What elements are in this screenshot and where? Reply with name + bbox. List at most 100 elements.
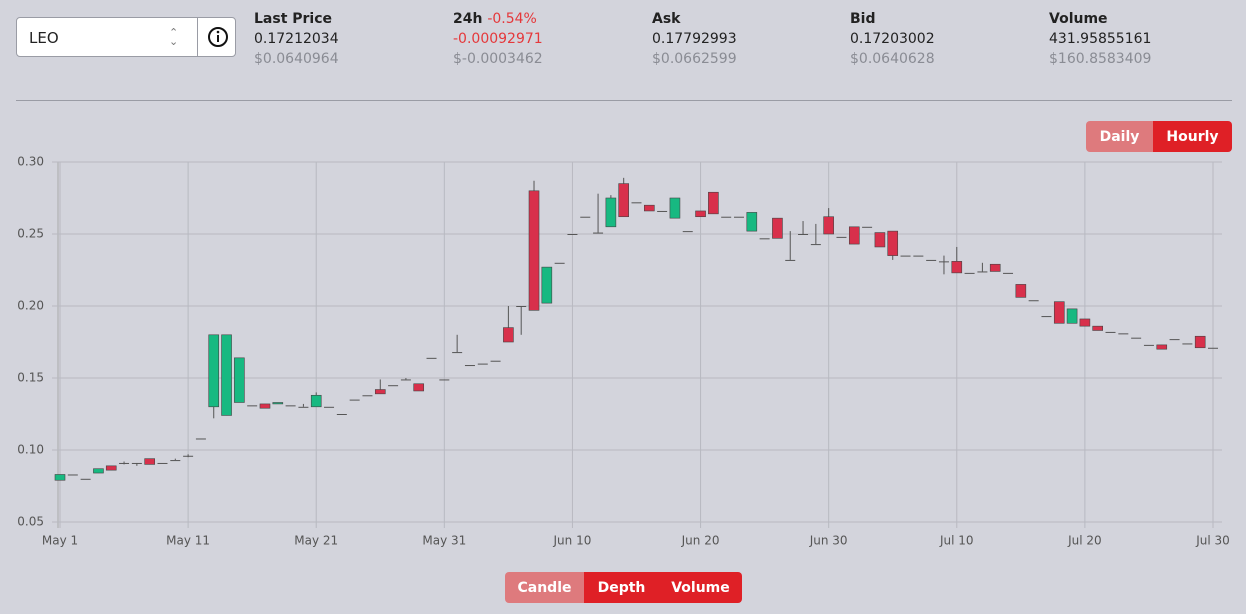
candle-body: [183, 455, 194, 457]
y-tick-label: 0.05: [17, 515, 44, 529]
candle-body: [913, 255, 924, 257]
candle-body: [977, 271, 988, 273]
candle-body: [490, 360, 501, 362]
candle-body: [208, 334, 220, 408]
candle-body: [1182, 343, 1193, 345]
stat: Bid 0.17203002 $0.0640628: [850, 9, 935, 69]
candle-body: [157, 462, 168, 464]
candle-body: [516, 306, 527, 307]
info-icon: [208, 27, 228, 47]
dropdown-arrows: ⌃ ⌄: [169, 26, 179, 48]
candle-body: [669, 197, 681, 219]
candle-body: [1092, 325, 1103, 331]
candle-body: [400, 379, 411, 381]
candle-body: [93, 468, 104, 474]
y-tick-label: 0.30: [17, 155, 44, 169]
candle-body: [951, 261, 963, 274]
candle-body: [567, 234, 578, 235]
stat-value: 0.17212034: [254, 31, 339, 47]
stat-label: 24h -0.54%: [453, 9, 543, 29]
stat-change: -0.54%: [487, 11, 537, 27]
candle-button[interactable]: Candle: [505, 572, 584, 603]
candle-body: [1015, 284, 1027, 298]
y-tick-label: 0.25: [17, 227, 44, 241]
candle-body: [682, 231, 693, 233]
candle-body: [605, 197, 617, 228]
candle-body: [259, 403, 271, 409]
stat-label: Volume: [1049, 11, 1108, 27]
stat-usd: $0.0640628: [850, 51, 935, 67]
stat: Volume 431.95855161 $160.8583409: [1049, 9, 1151, 69]
candle-body: [452, 352, 463, 354]
candle-body: [464, 365, 475, 367]
candle-body: [131, 462, 142, 464]
volume-button[interactable]: Volume: [659, 572, 742, 603]
candle-body: [580, 216, 591, 218]
stat-value: -0.00092971: [453, 31, 543, 47]
candle-body: [593, 232, 604, 234]
x-tick-label: May 21: [294, 534, 338, 548]
candle-body: [144, 458, 155, 465]
candle-body: [938, 261, 949, 263]
candle-body: [1143, 344, 1154, 346]
candle-body: [823, 216, 834, 235]
candle-body: [1041, 316, 1052, 318]
stat-usd: $0.0662599: [652, 51, 737, 67]
candle-body: [388, 385, 399, 387]
candle-body: [80, 478, 91, 480]
candle-body: [900, 255, 911, 257]
candle-body: [310, 394, 322, 408]
hourly-button[interactable]: Hourly: [1153, 121, 1232, 152]
candle-body: [874, 232, 886, 248]
y-tick-label: 0.15: [17, 371, 44, 385]
candle-body: [1079, 318, 1091, 327]
x-tick-label: Jun 30: [809, 534, 848, 548]
stat: Ask 0.17792993 $0.0662599: [652, 9, 737, 69]
candle-body: [964, 272, 975, 274]
x-tick-label: Jul 10: [939, 534, 974, 548]
stat-label: Ask: [652, 11, 681, 27]
candle-body: [618, 183, 629, 218]
pair-name: LEO: [29, 29, 59, 47]
candle-body: [1118, 333, 1129, 335]
candle-body: [503, 327, 514, 343]
separator: [16, 100, 1232, 101]
candle-body: [272, 402, 284, 405]
x-tick-label: May 1: [42, 534, 78, 548]
stat: 24h -0.54% -0.00092971 $-0.0003462: [453, 9, 543, 69]
pair-selector[interactable]: LEO ⌃ ⌄: [16, 17, 236, 57]
candle-body: [362, 395, 373, 397]
candle-body: [105, 465, 117, 471]
candle-body: [1053, 301, 1065, 324]
x-tick-label: Jun 10: [553, 534, 592, 548]
x-tick-label: Jun 20: [681, 534, 720, 548]
candlestick-chart: 0.05 0.10 0.15 0.20 0.25 0.30 May 1 May 11 May 2…: [17, 155, 1230, 548]
candle-body: [759, 238, 770, 240]
candle-body: [170, 460, 181, 462]
candle-body: [1105, 331, 1116, 333]
stat-usd: $0.0640964: [254, 51, 339, 67]
candle-body: [644, 204, 655, 212]
candle-body: [862, 226, 873, 228]
stat-value: 0.17203002: [850, 31, 935, 47]
candle-body: [234, 357, 245, 403]
candle-body: [733, 216, 744, 218]
candle-body: [1194, 335, 1206, 349]
candle-body: [324, 406, 335, 408]
y-tick-label: 0.20: [17, 299, 44, 313]
stat-value: 0.17792993: [652, 31, 737, 47]
candle-body: [195, 438, 206, 440]
candle-body: [798, 234, 809, 235]
depth-button[interactable]: Depth: [584, 572, 659, 603]
candle-body: [336, 414, 347, 415]
info-button[interactable]: [197, 18, 238, 56]
candle-body: [989, 263, 1001, 272]
daily-button[interactable]: Daily: [1086, 121, 1153, 152]
candle-body: [247, 405, 258, 407]
candle-body: [67, 474, 78, 476]
candle-body: [554, 262, 565, 264]
candle-body: [1066, 308, 1078, 324]
x-tick-label: Jul 20: [1067, 534, 1102, 548]
